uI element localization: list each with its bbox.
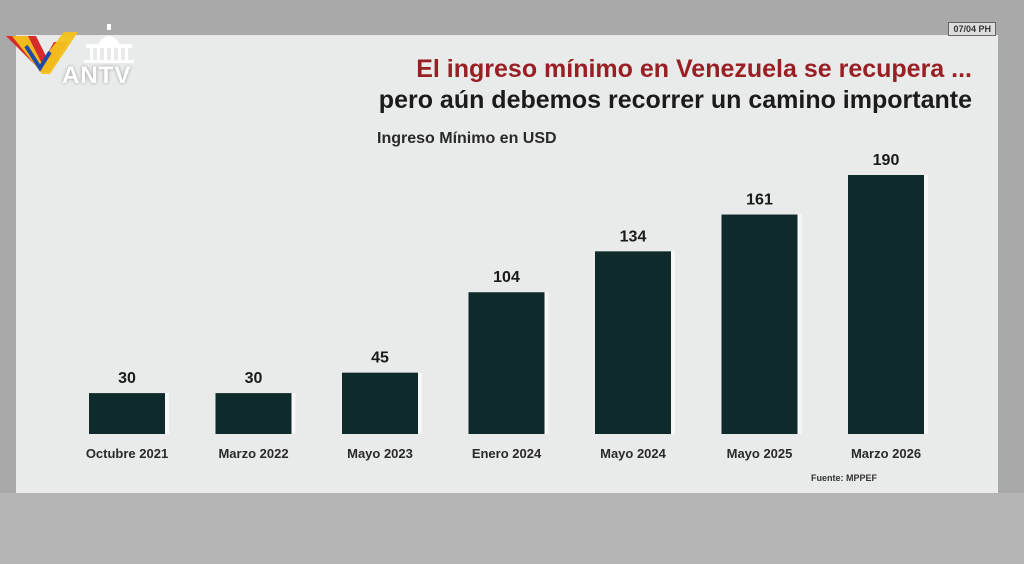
category-label-4: Mayo 2024 [600,446,667,461]
data-label-3: 104 [493,269,520,286]
data-label-5: 161 [746,192,773,209]
bar-4 [595,251,671,434]
data-label-6: 190 [873,152,900,169]
title-line-1: El ingreso mínimo en Venezuela se recupe… [416,55,972,83]
chart-title: Ingreso Mínimo en USD [377,130,557,147]
bar-5 [721,214,798,434]
antv-logo-icon [6,24,134,74]
bar-1 [215,393,292,434]
data-label-2: 45 [371,350,389,367]
bar-0 [89,393,165,434]
data-label-0: 30 [118,370,136,387]
channel-logo-text: ANTV [62,62,132,89]
timestamp-badge: 07/04 PH [948,22,996,36]
category-label-2: Mayo 2023 [347,446,413,461]
screen-bottom-area [0,493,1024,564]
category-label-1: Marzo 2022 [218,446,288,461]
category-label-0: Octubre 2021 [86,446,168,461]
category-label-5: Mayo 2025 [727,446,793,461]
category-label-3: Enero 2024 [472,446,542,461]
data-label-1: 30 [245,370,263,387]
bar-6 [848,175,924,434]
bar-2 [342,372,418,434]
bar-3 [468,292,545,434]
source-note: Fuente: MPPEF [811,473,878,483]
title-line-2: pero aún debemos recorrer un camino impo… [378,86,972,114]
slide-title: El ingreso mínimo en Venezuela se recupe… [379,54,972,116]
category-label-6: Marzo 2026 [851,446,921,461]
data-label-4: 134 [620,228,647,245]
